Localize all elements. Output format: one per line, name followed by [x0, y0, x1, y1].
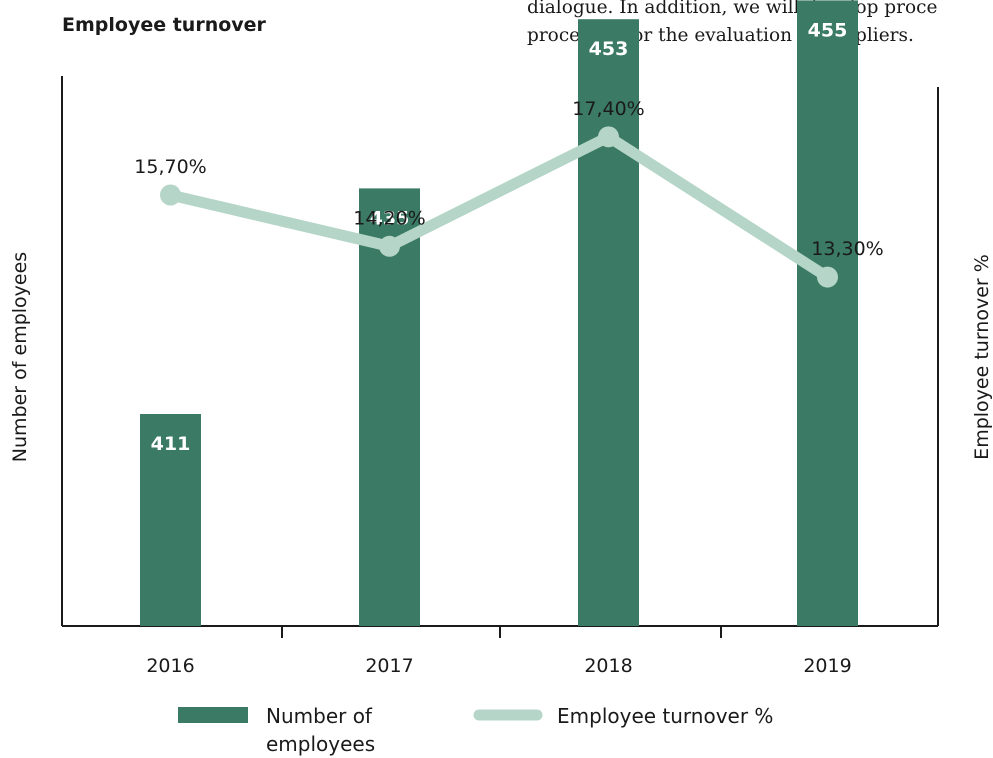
turnover-value-label: 17,40%: [572, 98, 644, 120]
bar-value-label: 435: [370, 207, 410, 229]
bar: [578, 19, 639, 626]
x-tick-label: 2018: [584, 655, 632, 677]
turnover-point: [160, 184, 181, 206]
turnover-point: [817, 266, 838, 288]
bar: [797, 0, 858, 626]
x-tick-label: 2017: [365, 655, 413, 677]
bar-value-label: 455: [808, 19, 848, 41]
chart-title: Employee turnover: [62, 14, 266, 36]
legend-swatch-bars: [178, 707, 248, 723]
legend-label-line: Employee turnover %: [557, 704, 774, 728]
turnover-point: [598, 126, 619, 148]
turnover-value-label: 14,20%: [353, 207, 425, 229]
bar: [359, 188, 420, 626]
turnover-line: [165, 131, 833, 283]
x-tick-label: 2016: [146, 655, 194, 677]
legend-label-bars: Number of employees: [266, 704, 376, 756]
turnover-value-label: 15,70%: [134, 156, 206, 178]
turnover-point: [379, 235, 400, 257]
x-tick-label: 2019: [803, 655, 851, 677]
bar-value-label: 411: [151, 433, 191, 455]
turnover-value-label: 13,30%: [811, 238, 883, 260]
bar-value-label: 453: [589, 38, 629, 60]
bar: [140, 414, 201, 626]
